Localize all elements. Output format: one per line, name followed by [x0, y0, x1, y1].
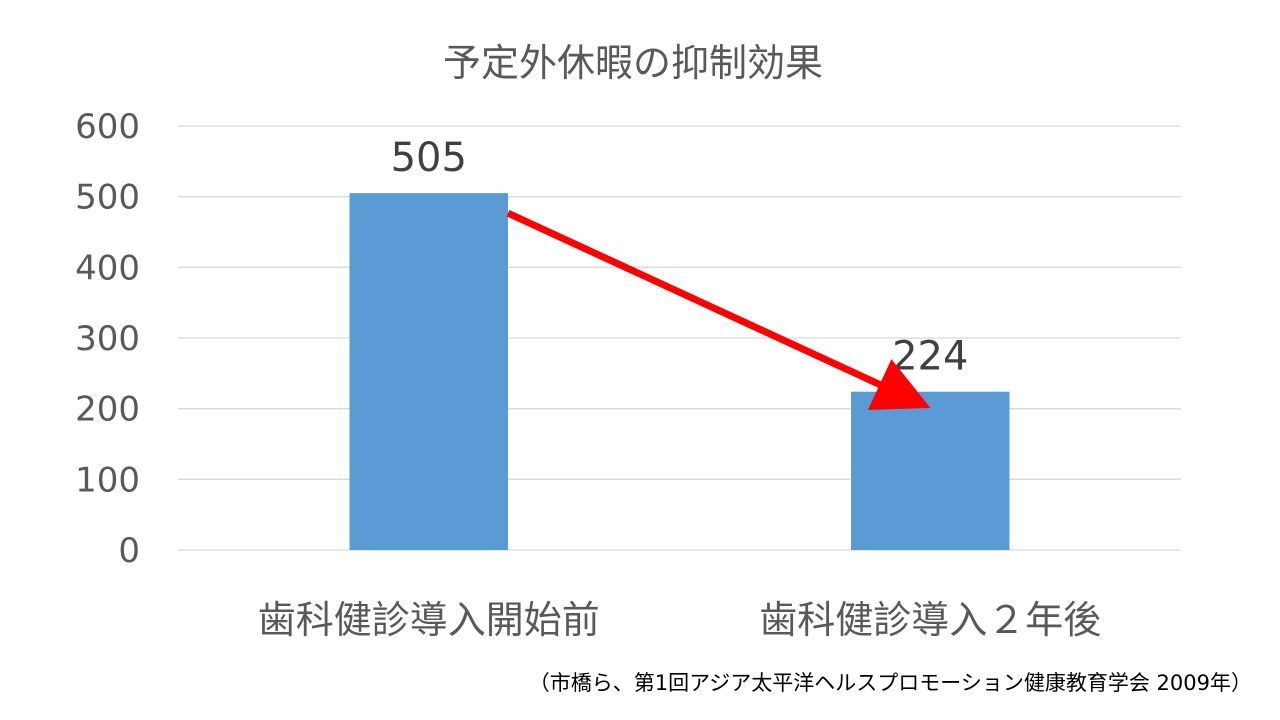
data-label: 505: [391, 135, 467, 181]
x-axis: 歯科健診導入開始前 歯科健診導入２年後: [258, 598, 1102, 642]
y-tick-label: 200: [75, 390, 140, 430]
y-tick-label: 100: [75, 460, 140, 500]
y-axis: 0 100 200 300 400 500 600: [75, 107, 140, 571]
bar: [349, 193, 508, 550]
grid-lines: [178, 125, 1181, 551]
trend-arrow: [506, 209, 931, 410]
y-tick-label: 300: [75, 319, 140, 359]
source-footnote: （市橋ら、第1回アジア太平洋ヘルスプロモーション健康教育学会 2009年）: [529, 671, 1252, 695]
y-tick-label: 600: [75, 107, 140, 147]
y-tick-label: 500: [75, 178, 140, 218]
bars: [349, 193, 1010, 550]
data-labels: 505 224: [391, 135, 969, 380]
data-label: 224: [892, 334, 968, 380]
bar: [851, 391, 1010, 550]
y-tick-label: 400: [75, 248, 140, 288]
category-label: 歯科健診導入開始前: [258, 598, 600, 642]
chart-title: 予定外休暇の抑制効果: [443, 41, 823, 85]
category-label: 歯科健診導入２年後: [759, 598, 1101, 642]
y-tick-label: 0: [118, 531, 140, 571]
